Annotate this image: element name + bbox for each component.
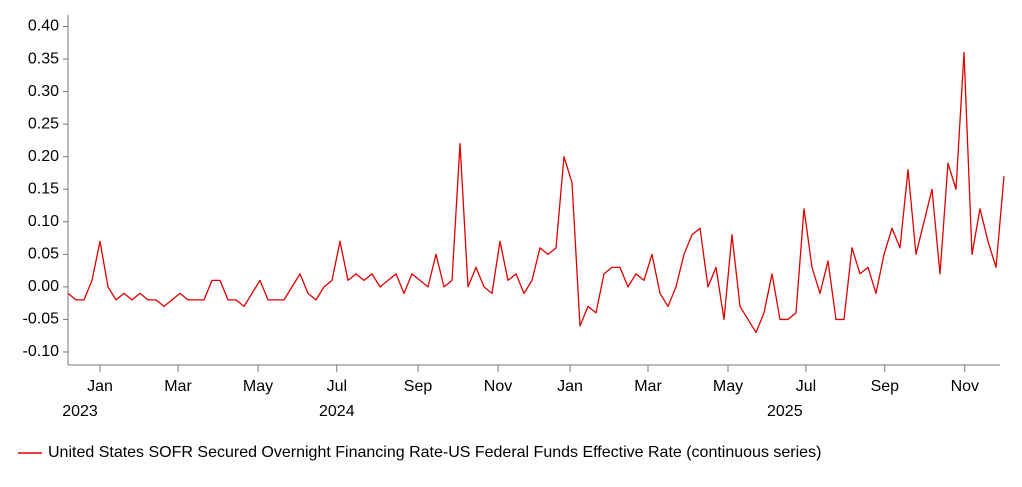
y-tick-label: 0.15 bbox=[28, 180, 59, 197]
x-tick-label: Nov bbox=[484, 378, 512, 395]
x-tick-label: Mar bbox=[164, 378, 192, 395]
x-tick-label: Sep bbox=[871, 378, 900, 395]
y-tick-label: 0.30 bbox=[28, 83, 59, 100]
y-tick-label: 0.20 bbox=[28, 148, 59, 165]
y-tick-label: -0.10 bbox=[23, 343, 60, 360]
y-tick-label: 0.10 bbox=[28, 213, 59, 230]
data-line bbox=[67, 51, 1005, 334]
legend-label: United States SOFR Secured Overnight Fin… bbox=[48, 444, 821, 461]
y-tick-label: 0.40 bbox=[28, 18, 59, 35]
x-tick-label: May bbox=[713, 378, 743, 395]
y-tick-label: 0.35 bbox=[28, 50, 59, 67]
x-tick-label: Sep bbox=[404, 378, 433, 395]
x-tick-label: May bbox=[243, 378, 273, 395]
y-tick-label: 0.00 bbox=[28, 278, 59, 295]
x-tick-label: Jul bbox=[327, 378, 347, 395]
x-year-label: 2025 bbox=[767, 403, 803, 420]
x-year-label: 2023 bbox=[62, 403, 98, 420]
y-tick-label: 0.05 bbox=[28, 246, 59, 263]
x-tick-label: Jan bbox=[557, 378, 583, 395]
x-tick-label: Nov bbox=[951, 378, 979, 395]
y-tick-label: -0.05 bbox=[23, 311, 60, 328]
y-tick-label: 0.25 bbox=[28, 115, 59, 132]
x-tick-label: Jan bbox=[87, 378, 113, 395]
x-year-label: 2024 bbox=[319, 403, 355, 420]
x-tick-label: Mar bbox=[634, 378, 662, 395]
x-tick-label: Jul bbox=[796, 378, 816, 395]
